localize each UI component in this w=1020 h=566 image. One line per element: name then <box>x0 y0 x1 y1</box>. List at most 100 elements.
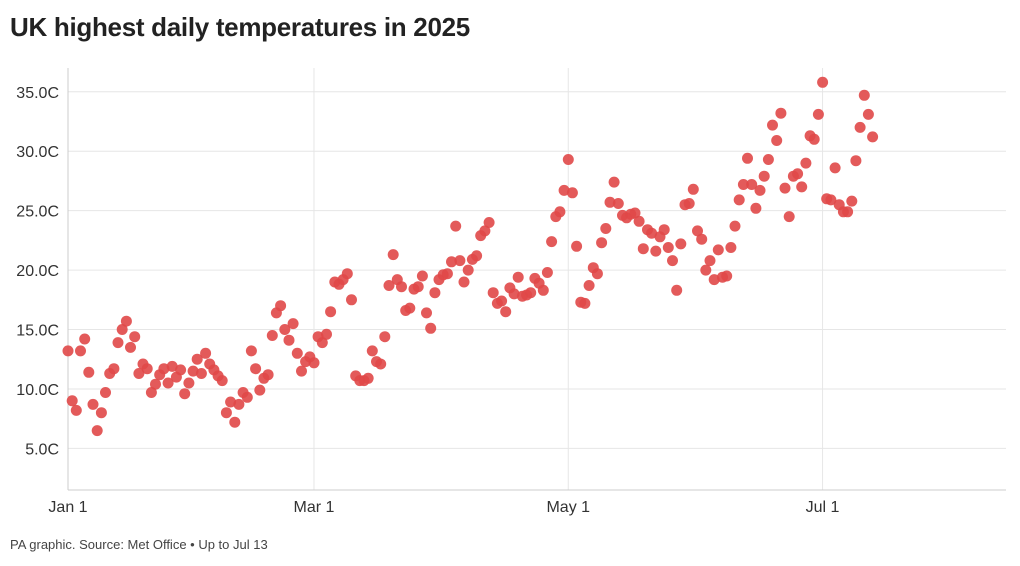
source-note: PA graphic. Source: Met Office • Up to J… <box>10 537 268 552</box>
data-point <box>633 215 645 227</box>
data-point <box>233 398 245 410</box>
data-point <box>375 358 387 370</box>
data-point <box>366 345 378 357</box>
data-point <box>266 330 278 341</box>
data-point <box>675 238 687 250</box>
data-point <box>83 366 95 378</box>
data-point <box>796 181 808 193</box>
data-point <box>220 407 232 419</box>
data-point <box>70 404 82 416</box>
data-point <box>425 322 437 334</box>
data-point <box>471 250 483 262</box>
data-point <box>854 121 866 133</box>
data-point <box>554 206 566 218</box>
data-point <box>108 363 120 375</box>
data-point <box>412 281 424 293</box>
data-point <box>558 184 570 196</box>
data-point <box>283 334 295 346</box>
data-point <box>133 368 145 379</box>
data-point <box>500 306 512 318</box>
data-point <box>783 211 795 223</box>
data-point <box>725 242 737 253</box>
data-point <box>91 425 103 437</box>
data-point <box>125 341 136 353</box>
data-point <box>779 182 791 194</box>
data-point <box>591 268 603 280</box>
y-tick-label: 20.0C <box>16 263 59 280</box>
data-point <box>583 280 595 291</box>
data-point <box>742 152 753 164</box>
data-point <box>341 268 353 280</box>
data-point <box>842 206 854 218</box>
data-point <box>737 179 749 190</box>
data-point <box>692 225 703 237</box>
data-point <box>487 287 499 299</box>
data-point <box>250 363 262 375</box>
data-point <box>600 223 612 234</box>
data-point <box>158 363 170 375</box>
data-point <box>379 331 391 343</box>
data-point <box>792 168 804 180</box>
data-point <box>867 131 879 143</box>
data-point <box>187 365 199 377</box>
data-point <box>808 133 820 145</box>
data-point <box>462 264 474 276</box>
data-point <box>637 243 649 255</box>
data-point <box>508 288 520 300</box>
data-point <box>579 297 591 309</box>
data-point <box>696 233 708 245</box>
data-point <box>775 107 787 119</box>
data-point <box>287 318 299 330</box>
data-point <box>262 369 274 381</box>
chart-title: UK highest daily temperatures in 2025 <box>10 12 470 42</box>
y-tick-label: 15.0C <box>16 323 59 340</box>
data-point <box>704 255 716 267</box>
data-point <box>321 328 332 340</box>
data-point <box>95 407 107 419</box>
data-point <box>254 384 266 396</box>
data-point <box>762 154 774 165</box>
data-point <box>525 287 537 299</box>
grid-lines <box>68 68 1006 490</box>
data-point <box>241 391 253 403</box>
data-point <box>800 157 812 169</box>
data-point <box>275 300 287 312</box>
data-point <box>662 242 674 253</box>
data-point <box>721 270 733 282</box>
data-points <box>62 76 879 437</box>
data-point <box>479 225 491 237</box>
data-point <box>758 170 770 182</box>
data-point <box>687 183 699 195</box>
data-point <box>546 236 558 248</box>
data-point <box>646 227 658 239</box>
data-point <box>846 195 858 207</box>
data-point <box>145 387 157 398</box>
data-point <box>416 270 428 282</box>
data-point <box>708 274 720 286</box>
data-point <box>308 357 320 369</box>
data-point <box>129 331 141 343</box>
data-point <box>79 333 91 345</box>
data-point <box>658 224 670 236</box>
data-point <box>112 337 124 349</box>
data-point <box>225 396 237 408</box>
data-point <box>421 307 432 319</box>
data-point <box>150 378 161 390</box>
data-point <box>512 271 524 283</box>
data-point <box>604 196 616 208</box>
data-point <box>650 245 662 257</box>
y-axis: 5.0C 10.0C 15.0C 20.0C 25.0C 30.0C 35.0C <box>16 68 69 490</box>
data-point <box>450 220 462 232</box>
data-point <box>396 281 407 293</box>
data-point <box>325 306 337 318</box>
data-point <box>116 324 128 335</box>
y-tick-label: 10.0C <box>16 382 59 399</box>
data-point <box>562 154 574 165</box>
data-point <box>279 324 291 335</box>
data-point <box>541 267 553 278</box>
data-point <box>179 388 191 400</box>
data-point <box>767 119 778 131</box>
data-point <box>291 347 303 359</box>
data-point <box>200 347 212 359</box>
